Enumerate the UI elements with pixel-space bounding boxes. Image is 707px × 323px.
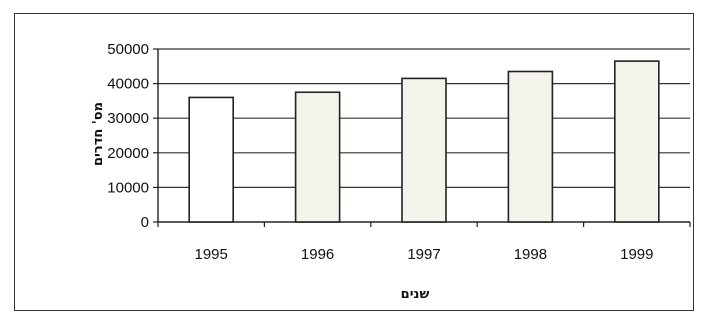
x-tick-label: 1995: [195, 246, 228, 263]
x-tick-labels: 1995 1996 1997 1998 1999: [195, 246, 654, 263]
x-tick-label: 1997: [407, 246, 440, 263]
y-axis-title: מס' חדרים: [91, 102, 106, 166]
x-axis-title: שנים: [401, 287, 430, 302]
chart-frame: [14, 13, 694, 311]
y-tick-label: 20000: [107, 145, 149, 162]
x-tick-label: 1999: [620, 246, 653, 263]
x-tick-label: 1996: [301, 246, 334, 263]
bar-1996: [294, 91, 341, 223]
bar-1997: [401, 77, 447, 223]
y-tick-label: 40000: [107, 76, 149, 93]
x-tick-label: 1998: [514, 246, 547, 263]
bar-1995: [188, 96, 234, 223]
y-tick-label: 10000: [107, 179, 149, 196]
y-tick-labels: 0 10000 20000 30000 40000 50000: [107, 41, 149, 231]
bar-1998: [507, 70, 554, 223]
y-tick-label: 0: [141, 214, 149, 231]
bars: [188, 60, 660, 223]
bar-1999: [613, 60, 660, 223]
y-tick-label: 30000: [107, 110, 149, 127]
y-tick-label: 50000: [107, 41, 149, 58]
